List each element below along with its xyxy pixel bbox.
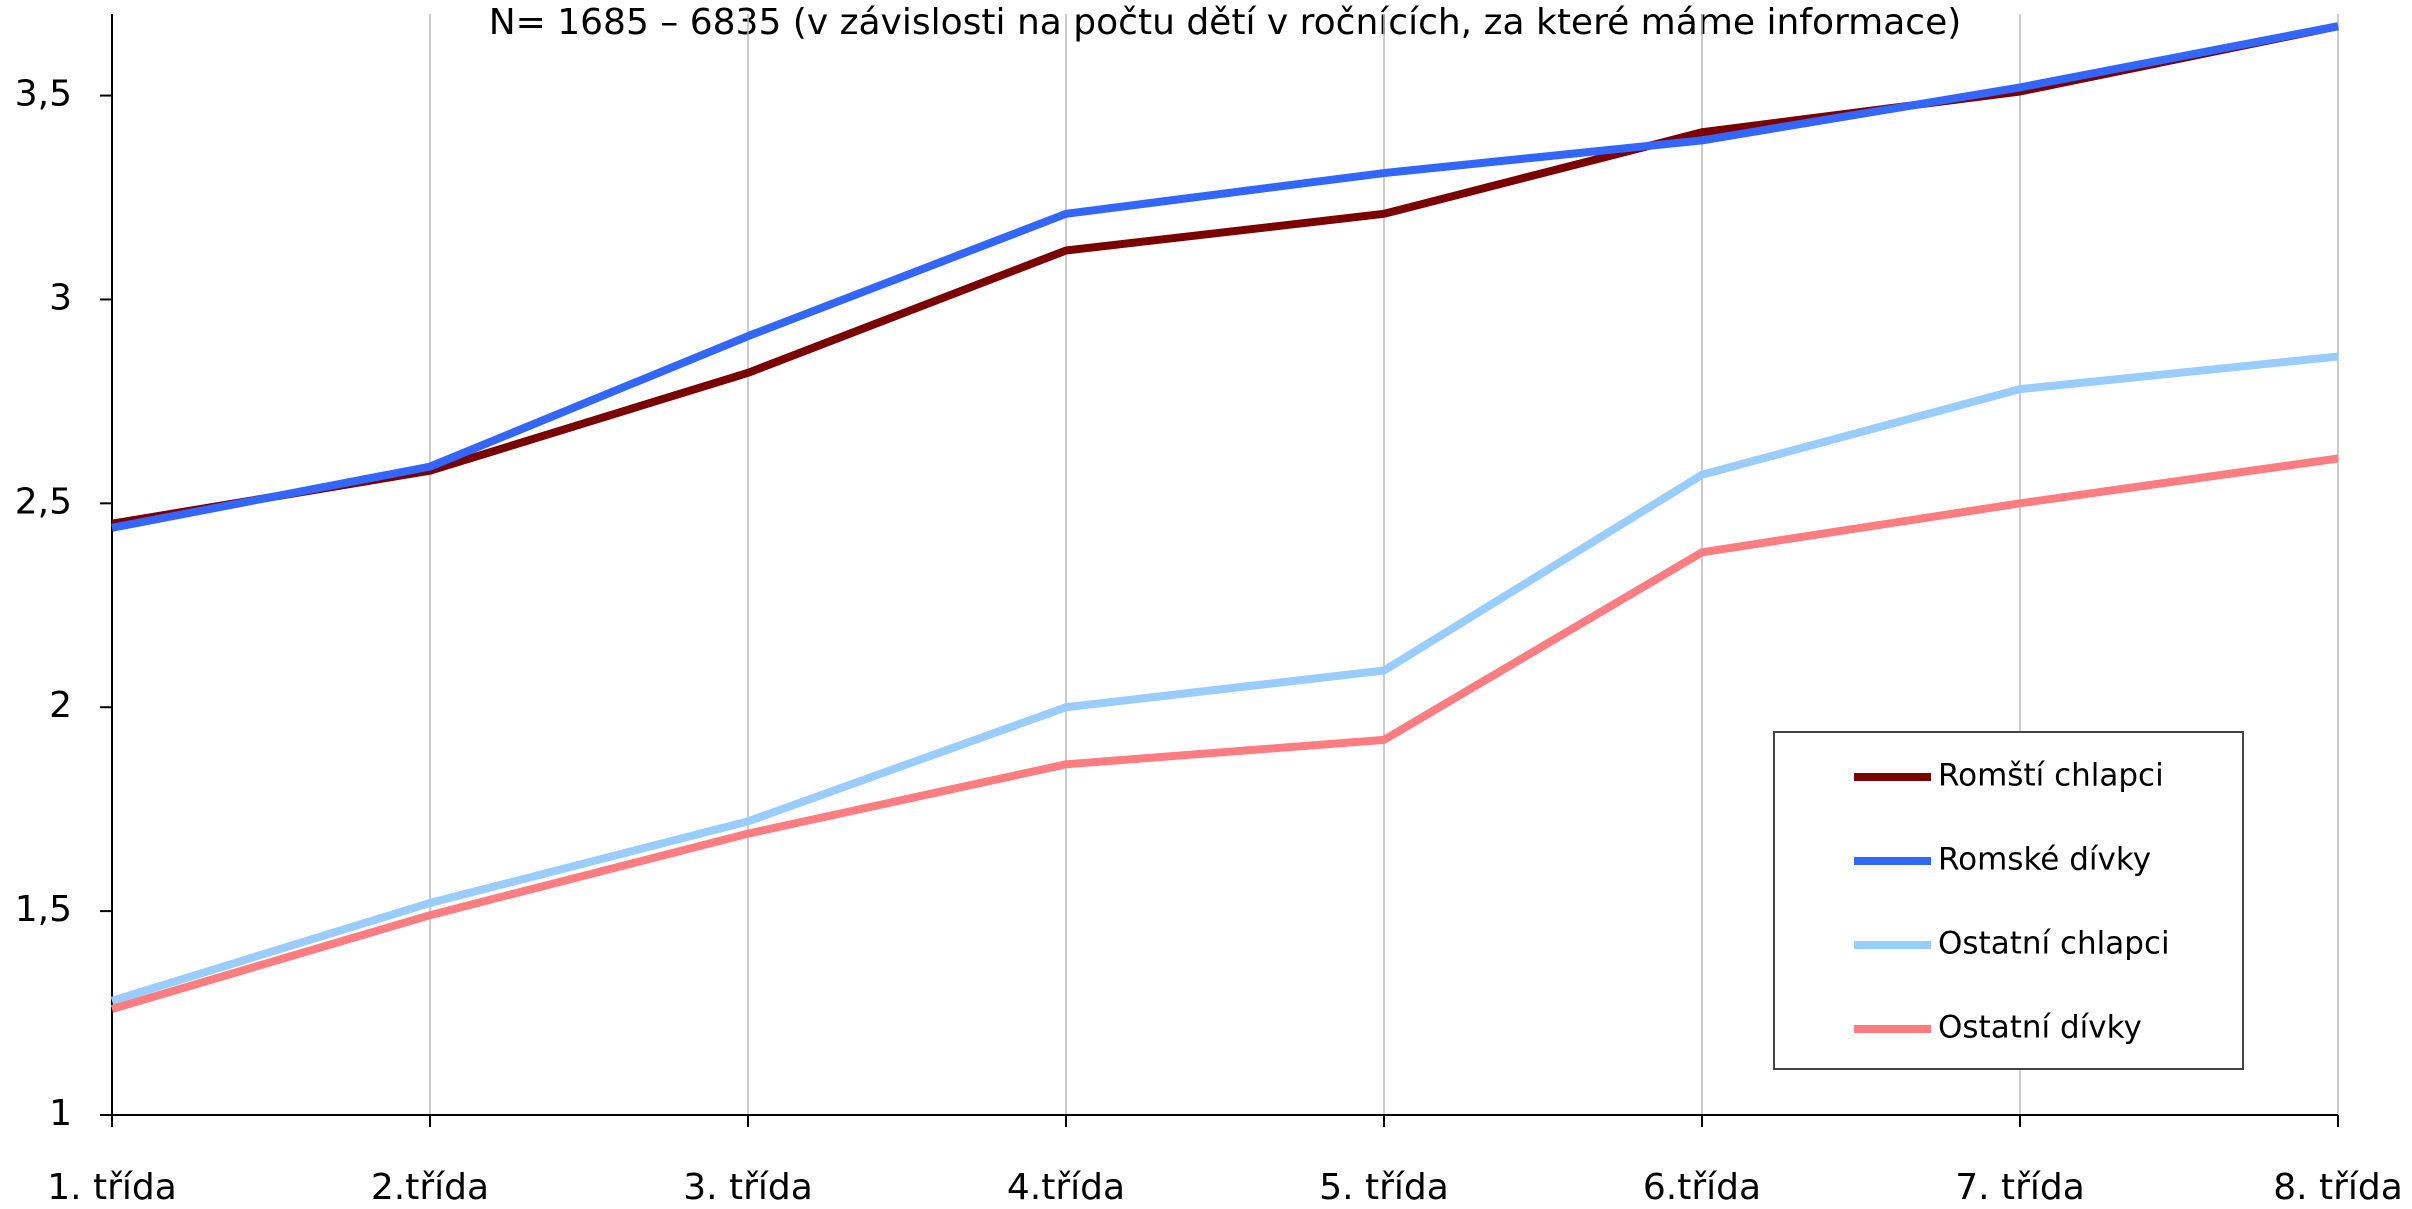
legend-label: Romští chlapci	[1938, 758, 2164, 794]
y-tick-label: 2	[49, 685, 72, 726]
y-tick-label: 1	[49, 1093, 72, 1134]
legend-label: Ostatní dívky	[1938, 1010, 2142, 1046]
legend-label: Romské dívky	[1938, 842, 2151, 878]
x-tick-label: 4.třída	[1007, 1167, 1125, 1208]
series-line	[111, 22, 2339, 532]
x-tick-label: 1. třída	[47, 1167, 177, 1208]
x-tick-label: 6.třída	[1643, 1167, 1761, 1208]
y-tick-label: 1,5	[15, 889, 72, 930]
legend-label: Ostatní chlapci	[1938, 926, 2170, 962]
chart-title: N= 1685 – 6835 (v závislosti na počtu dě…	[489, 2, 1962, 43]
x-tick-label: 5. třída	[1319, 1167, 1449, 1208]
y-tick-label: 3	[49, 277, 72, 318]
x-tick-label: 2.třída	[371, 1167, 489, 1208]
y-tick-label: 3,5	[15, 74, 72, 115]
x-tick-label: 8. třída	[2273, 1167, 2403, 1208]
x-tick-label: 7. třída	[1955, 1167, 2085, 1208]
series-line	[110, 352, 2339, 1005]
x-tick-label: 3. třída	[683, 1167, 813, 1208]
series-line	[110, 454, 2339, 1013]
legend-box	[1773, 731, 2244, 1070]
series-line	[111, 22, 2339, 528]
y-tick-label: 2,5	[15, 481, 72, 522]
